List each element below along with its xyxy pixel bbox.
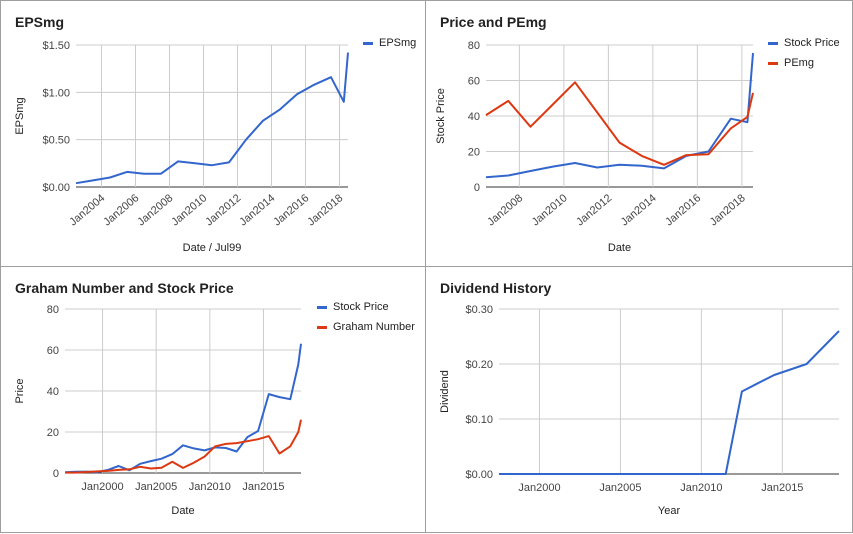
y-tick-label: 20 (47, 427, 59, 439)
legend-label: Stock Price (784, 37, 840, 49)
x-axis-title: Date (171, 505, 194, 517)
x-tick-label: Jan2005 (599, 482, 641, 494)
x-axis-title: Date / Jul99 (183, 242, 242, 254)
x-tick-label: Jan2014 (237, 192, 277, 228)
series-line-graham-number (65, 419, 302, 474)
legend-swatch (363, 42, 373, 45)
x-tick-label: Jan2005 (135, 481, 177, 493)
y-tick-label: 40 (47, 386, 59, 398)
x-axis-title: Date (608, 242, 631, 254)
x-tick-label: Jan2016 (271, 192, 311, 228)
x-tick-label: Jan2012 (203, 192, 243, 228)
y-tick-label: 80 (468, 40, 480, 52)
x-tick-label: Jan2010 (680, 482, 722, 494)
y-tick-label: $0.30 (465, 304, 493, 316)
series-line-pemg (485, 81, 754, 166)
y-axis-title: EPSmg (14, 97, 26, 134)
y-tick-label: 60 (47, 345, 59, 357)
x-tick-label: Jan2008 (135, 192, 175, 228)
y-tick-label: $0.50 (42, 135, 70, 147)
y-axis-title: Price (14, 378, 26, 403)
legend-swatch (317, 326, 327, 329)
x-tick-label: Jan2018 (305, 192, 345, 228)
graham-chart-panel: Graham Number and Stock Price 0 20 40 60 80 Ja… (0, 266, 426, 533)
y-tick-label: 0 (474, 182, 480, 194)
y-tick-label: 40 (468, 111, 480, 123)
chart-title: Price and PEmg (440, 14, 547, 30)
eps-chart-panel: EPSmg $0.00 $0.50 $1.00 $1.50 Jan2004 Jan2006 J… (0, 0, 426, 267)
series-line-stock-price (485, 52, 754, 179)
legend-label: EPSmg (379, 37, 416, 49)
x-tick-label: Jan2016 (663, 192, 703, 228)
series-line-epsmg (75, 52, 349, 185)
eps-chart-svg: EPSmg$0.00$0.50$1.00$1.50Jan2004Jan2006J… (14, 14, 416, 254)
legend-swatch (768, 62, 778, 65)
legend-swatch (317, 306, 327, 309)
x-tick-label: Jan2015 (761, 482, 803, 494)
y-tick-label: $0.10 (465, 414, 493, 426)
x-tick-label: Jan2000 (518, 482, 560, 494)
y-axis-title: Dividend (439, 370, 451, 413)
x-tick-label: Jan2010 (530, 192, 570, 228)
x-tick-label: Jan2010 (169, 192, 209, 228)
legend-label: PEmg (784, 57, 814, 69)
y-tick-label: 60 (468, 76, 480, 88)
x-tick-label: Jan2018 (708, 192, 748, 228)
x-tick-label: Jan2012 (574, 192, 614, 228)
x-tick-label: Jan2010 (189, 481, 231, 493)
y-tick-label: $1.00 (42, 87, 70, 99)
x-tick-label: Jan2006 (101, 192, 141, 228)
x-tick-label: Jan2015 (242, 481, 284, 493)
y-tick-label: $1.50 (42, 40, 70, 52)
series-line-stock-price (64, 343, 302, 474)
x-axis-title: Year (658, 505, 681, 517)
y-tick-label: $0.00 (465, 469, 493, 481)
graham-chart-svg: Graham Number and Stock Price 0 20 40 60 80 Ja… (14, 280, 415, 517)
y-tick-label: $0.00 (42, 182, 70, 194)
series-line-main (499, 330, 840, 475)
y-tick-label: 80 (47, 304, 59, 316)
legend-swatch (768, 42, 778, 45)
y-tick-label: $0.20 (465, 359, 493, 371)
y-axis-title: Stock Price (435, 88, 447, 144)
x-tick-label: Jan2004 (67, 192, 107, 228)
chart-title: Dividend History (440, 280, 551, 296)
y-tick-label: 20 (468, 147, 480, 159)
chart-title: Graham Number and Stock Price (15, 280, 234, 296)
price-pe-chart-panel: Price and PEmg 0 20 40 60 80 Jan2008 Jan2010 Jan… (425, 0, 853, 267)
y-tick-label: 0 (53, 468, 59, 480)
dividend-chart-panel: Dividend History $0.00 $0.10 $0.20 $0.30 Jan2… (425, 266, 853, 533)
dividend-chart-svg: Dividend History $0.00 $0.10 $0.20 $0.30 Jan2… (439, 280, 840, 517)
legend-label: Stock Price (333, 301, 389, 313)
chart-title: EPSmg (15, 14, 64, 30)
x-tick-label: Jan2008 (485, 192, 525, 228)
legend-label: Graham Number (333, 321, 415, 333)
x-tick-label: Jan2014 (619, 192, 659, 228)
x-tick-label: Jan2000 (81, 481, 123, 493)
